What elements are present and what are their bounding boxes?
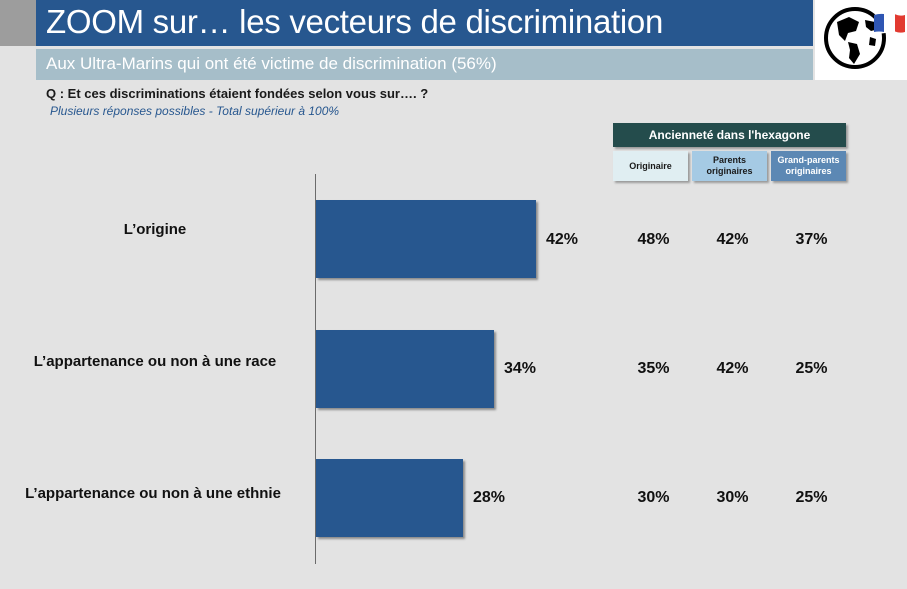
- page-title: ZOOM sur… les vecteurs de discrimination: [46, 3, 664, 40]
- bar: [316, 330, 494, 408]
- french-flag-icon: [874, 13, 905, 34]
- table-cell: 25%: [795, 489, 828, 506]
- column-header-originaire: Originaire: [613, 151, 688, 181]
- table-cell: 30%: [716, 489, 749, 506]
- table-cell: 42%: [716, 360, 749, 377]
- chart-axis-line: [315, 174, 316, 564]
- bar-value-label: 42%: [546, 231, 579, 248]
- table-cell: 35%: [637, 360, 670, 377]
- bar-value-label: 34%: [504, 360, 537, 377]
- category-label: L’appartenance ou non à une race: [33, 353, 277, 370]
- page-subtitle: Aux Ultra-Marins qui ont été victime de …: [46, 54, 497, 73]
- category-label: L’origine: [123, 221, 187, 238]
- table-cell: 30%: [637, 489, 670, 506]
- title-band: ZOOM sur… les vecteurs de discrimination: [36, 0, 813, 46]
- table-cell: 25%: [795, 360, 828, 377]
- table-cell: 37%: [795, 231, 828, 248]
- question-text: Q : Et ces discriminations étaient fondé…: [46, 86, 429, 101]
- column-header-label: Originaire: [629, 160, 672, 171]
- column-header-label: Grand-parents originaires: [777, 155, 840, 176]
- column-header-grand-parents: Grand-parents originaires: [771, 151, 846, 181]
- globe-icon: [824, 7, 886, 69]
- response-note: Plusieurs réponses possibles - Total sup…: [50, 104, 340, 118]
- table-cell: 42%: [716, 231, 749, 248]
- logo: [815, 0, 907, 80]
- bar: [316, 459, 463, 537]
- seniority-group-header: Ancienneté dans l'hexagone: [613, 123, 846, 147]
- bar-value-label: 28%: [473, 489, 506, 506]
- category-label: L’appartenance ou non à une ethnie: [25, 485, 281, 502]
- table-cell: 48%: [637, 231, 670, 248]
- column-header-label: Parents originaires: [706, 155, 753, 176]
- subtitle-band: Aux Ultra-Marins qui ont été victime de …: [36, 49, 813, 80]
- column-header-parents: Parents originaires: [692, 151, 767, 181]
- bar: [316, 200, 536, 278]
- header-left-strip: [0, 0, 36, 46]
